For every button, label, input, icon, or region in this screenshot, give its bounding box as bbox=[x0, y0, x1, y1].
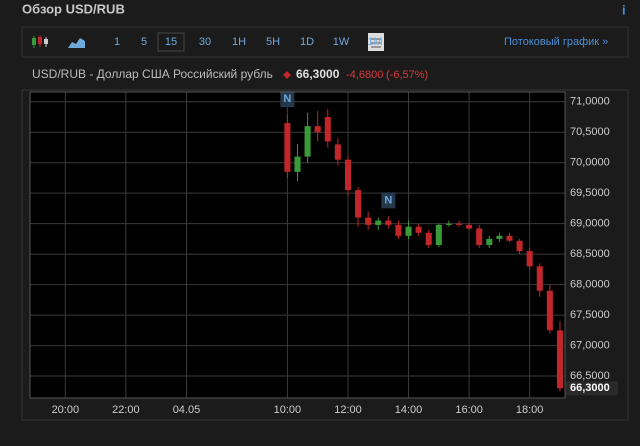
candle-body bbox=[405, 226, 412, 236]
chart-frame bbox=[21, 89, 629, 421]
candle-body bbox=[314, 126, 321, 133]
selected-period bbox=[157, 32, 185, 52]
period-button[interactable]: 30 bbox=[199, 36, 211, 48]
y-tick-label: 69,0000 bbox=[570, 218, 610, 230]
y-tick-label: 67,0000 bbox=[570, 339, 610, 351]
candle-body bbox=[455, 223, 463, 225]
x-tick-label: 16:00 bbox=[455, 404, 483, 416]
news-marker-box[interactable] bbox=[280, 91, 295, 108]
period-button[interactable]: 1H bbox=[232, 36, 246, 48]
candle-body bbox=[395, 224, 402, 236]
period-button[interactable]: 1D bbox=[300, 36, 314, 48]
news-marker[interactable]: N bbox=[283, 93, 291, 105]
x-tick-label: 12:00 bbox=[334, 404, 362, 416]
candle-body bbox=[344, 159, 351, 191]
y-tick-label: 68,0000 bbox=[570, 279, 610, 291]
x-tick-label: 20:00 bbox=[52, 404, 80, 416]
candle-body bbox=[425, 232, 432, 245]
y-tick-label: 68,5000 bbox=[570, 248, 610, 260]
quote-change: -4,6800 bbox=[346, 69, 383, 81]
y-tick-label: 67,5000 bbox=[570, 309, 610, 321]
x-tick-label: 04.05 bbox=[173, 404, 201, 416]
quote-price: 66,3000 bbox=[296, 67, 340, 81]
candle-body bbox=[284, 123, 291, 172]
candle-body bbox=[466, 224, 473, 229]
info-icon[interactable]: i bbox=[622, 2, 626, 17]
y-tick-label: 70,0000 bbox=[570, 157, 610, 169]
down-arrow bbox=[283, 71, 291, 79]
candle-body bbox=[355, 190, 362, 218]
candle-body bbox=[324, 116, 331, 142]
plot-area bbox=[30, 92, 565, 398]
x-tick-label: 14:00 bbox=[395, 404, 423, 416]
period-button[interactable]: 15 bbox=[165, 36, 177, 48]
candle-body bbox=[294, 156, 301, 172]
period-button[interactable]: 5 bbox=[141, 36, 147, 48]
y-tick-label: 66,5000 bbox=[570, 370, 610, 382]
toolbar bbox=[21, 26, 629, 58]
candle-body bbox=[526, 251, 533, 267]
candle-body bbox=[516, 240, 523, 252]
y-tick-label: 69,5000 bbox=[570, 187, 610, 199]
candle-body bbox=[385, 220, 392, 225]
last-price-tag bbox=[566, 381, 618, 396]
x-tick-label: 18:00 bbox=[516, 404, 544, 416]
candle-body bbox=[486, 238, 493, 245]
x-tick-label: 10:00 bbox=[274, 404, 302, 416]
candle-icon[interactable] bbox=[32, 35, 48, 48]
candle-body bbox=[506, 235, 513, 241]
candle-body bbox=[445, 223, 452, 225]
candle-body bbox=[536, 266, 543, 291]
period-button[interactable]: 1M bbox=[367, 36, 382, 48]
quote-change-pct: (-6,57%) bbox=[386, 69, 428, 81]
last-price-label: 66,3000 bbox=[570, 382, 610, 394]
page-title: Обзор USD/RUB bbox=[22, 1, 125, 16]
y-tick-label: 71,0000 bbox=[570, 96, 610, 108]
candle-body bbox=[496, 235, 503, 239]
candle-body bbox=[435, 224, 442, 245]
period-button[interactable]: 5H bbox=[266, 36, 280, 48]
candle-body bbox=[556, 330, 563, 389]
news-marker-box[interactable] bbox=[381, 192, 396, 209]
area-icon[interactable] bbox=[68, 38, 85, 48]
quote-name: USD/RUB - Доллар США Российский рубль bbox=[32, 67, 273, 81]
candle-body bbox=[476, 228, 483, 245]
candle-body bbox=[375, 220, 382, 225]
news-marker[interactable]: N bbox=[384, 194, 392, 206]
y-tick-label: 70,5000 bbox=[570, 126, 610, 138]
candle-body bbox=[304, 126, 311, 157]
period-button[interactable]: 1 bbox=[114, 36, 120, 48]
period-button[interactable]: 1W bbox=[333, 36, 350, 48]
candle-body bbox=[546, 290, 553, 331]
plot-border bbox=[29, 91, 566, 399]
export-icon[interactable] bbox=[368, 33, 384, 51]
stream-link[interactable]: Потоковый график » bbox=[504, 36, 608, 48]
candle-body bbox=[334, 144, 341, 160]
candle-body bbox=[415, 226, 422, 233]
candle-body bbox=[365, 217, 372, 225]
x-tick-label: 22:00 bbox=[112, 404, 140, 416]
